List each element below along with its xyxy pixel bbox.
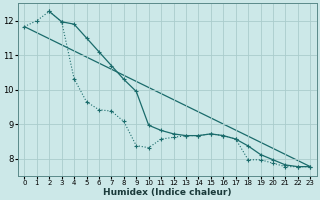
X-axis label: Humidex (Indice chaleur): Humidex (Indice chaleur) (103, 188, 232, 197)
